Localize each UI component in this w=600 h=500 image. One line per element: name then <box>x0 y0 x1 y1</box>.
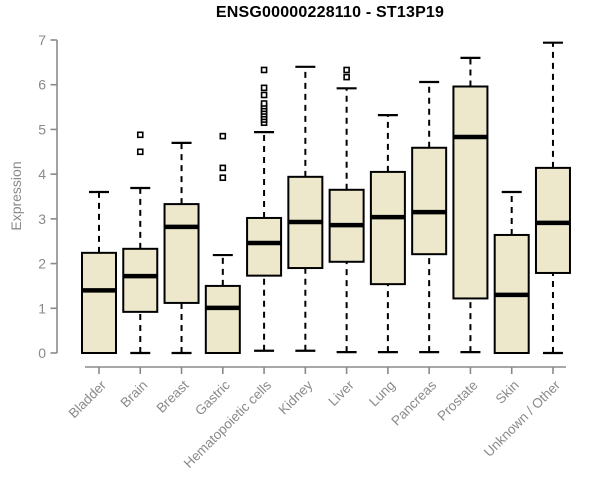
y-tick-label: 7 <box>38 32 46 48</box>
chart-title: ENSG00000228110 - ST13P19 <box>215 4 445 21</box>
box <box>534 166 571 274</box>
box <box>163 203 200 304</box>
y-tick-label: 5 <box>38 121 46 137</box>
outlier-point <box>260 91 268 99</box>
outlier-point <box>136 131 144 139</box>
outlier-point <box>343 73 350 81</box>
y-tick-label: 3 <box>38 211 46 227</box>
box <box>81 251 117 354</box>
x-tick-label: Prostate <box>434 378 480 424</box>
x-tick-label: Lung <box>366 378 398 410</box>
box <box>452 85 489 300</box>
outlier-point <box>219 164 227 172</box>
x-tick-label: Bladder <box>66 377 110 421</box>
y-tick-label: 1 <box>38 300 46 316</box>
outlier-point <box>136 148 144 156</box>
x-tick-label: Liver <box>325 377 357 409</box>
x-tick-label: Brain <box>117 378 150 411</box>
y-tick-label: 6 <box>38 77 46 93</box>
x-tick-label: Skin <box>493 378 522 407</box>
y-tick-label: 4 <box>38 166 46 182</box>
box <box>246 216 283 277</box>
outlier-point <box>260 84 268 92</box>
x-tick-label: Pancreas <box>388 377 439 428</box>
y-tick-label: 2 <box>38 256 46 272</box>
outlier-point <box>219 174 227 182</box>
x-tick-label: Unknown / Other <box>481 377 564 460</box>
box <box>122 247 159 313</box>
outlier-point <box>260 100 268 107</box>
y-tick-label: 0 <box>38 345 46 361</box>
x-tick-label: Breast <box>153 377 191 415</box>
outlier-point <box>343 66 350 74</box>
x-tick-label: Gastric <box>192 377 233 418</box>
box <box>204 284 241 354</box>
outlier-point <box>260 66 268 74</box>
outlier-point <box>219 132 227 140</box>
box <box>411 146 448 256</box>
box <box>369 170 406 286</box>
x-tick-label: Kidney <box>276 377 316 417</box>
